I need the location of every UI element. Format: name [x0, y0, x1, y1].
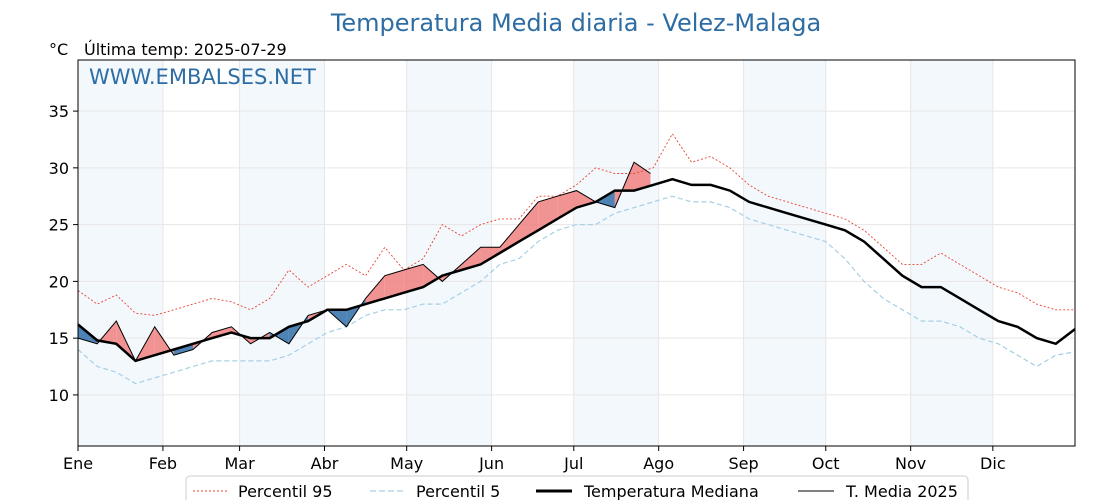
legend-label-p5: Percentil 5 — [416, 482, 500, 500]
line-temperatura-mediana — [77, 177, 1076, 363]
fill-above-median — [634, 162, 651, 191]
x-tick-label: Oct — [812, 454, 840, 473]
x-axis-ticks: Ene Feb Mar Abr May Jun Jul Ago Sep Oct Nov Dic — [63, 446, 1006, 473]
fill-above-median — [403, 264, 424, 293]
fill-above-median — [384, 270, 404, 299]
series-lines — [77, 132, 1076, 385]
line-percentil-95 — [77, 132, 1075, 316]
x-tick-label: Jun — [478, 454, 504, 473]
fill-above-median — [576, 190, 596, 208]
legend-label-2025: T. Media 2025 — [845, 482, 958, 500]
fill-above-median — [461, 247, 481, 270]
month-bands — [78, 60, 993, 446]
plot-frame — [77, 59, 1076, 447]
fill-above-median — [212, 326, 232, 339]
last-temp-label: Última temp: 2025-07-29 — [84, 40, 287, 59]
month-band — [78, 60, 163, 446]
x-tick-label: Ene — [63, 454, 93, 473]
y-tick-label: 15 — [49, 329, 69, 348]
line-t-media-2025 — [77, 161, 651, 362]
deviation-fills — [78, 162, 651, 361]
legend-frame — [185, 475, 969, 500]
y-axis-ticks: 10 15 20 25 30 35 — [49, 102, 78, 405]
month-band — [239, 60, 325, 446]
line-percentil-5 — [77, 195, 1076, 385]
legend-label-median: Temperatura Mediana — [583, 482, 759, 500]
fill-above-median — [365, 275, 385, 305]
x-tick-label: May — [390, 454, 423, 473]
fill-above-median — [538, 196, 558, 231]
unit-label: °C — [49, 40, 68, 59]
fill-above-median — [557, 190, 577, 219]
x-tick-label: Sep — [729, 454, 759, 473]
y-tick-label: 30 — [49, 159, 69, 178]
month-band — [910, 60, 993, 446]
month-band — [743, 60, 826, 446]
watermark: WWW.EMBALSES.NET — [89, 65, 316, 89]
x-tick-label: Abr — [311, 454, 339, 473]
fill-above-median — [499, 224, 519, 253]
x-tick-label: Jul — [563, 454, 583, 473]
x-tick-label: Feb — [149, 454, 177, 473]
fill-above-median — [423, 264, 443, 288]
legend: Percentil 95 Percentil 5 Temperatura Med… — [185, 475, 969, 500]
legend-label-p95: Percentil 95 — [238, 482, 333, 500]
month-band — [573, 60, 659, 446]
chart-title: Temperatura Media diaria - Velez-Malaga — [330, 9, 821, 37]
gridlines — [77, 60, 1075, 446]
x-tick-label: Mar — [225, 454, 256, 473]
fill-below-median — [173, 343, 193, 356]
x-tick-label: Nov — [895, 454, 926, 473]
y-tick-label: 10 — [49, 386, 69, 405]
y-tick-label: 20 — [49, 272, 69, 291]
y-tick-label: 25 — [49, 216, 69, 235]
y-tick-label: 35 — [49, 102, 69, 121]
x-tick-label: Ago — [643, 454, 674, 473]
x-tick-label: Dic — [980, 454, 1006, 473]
